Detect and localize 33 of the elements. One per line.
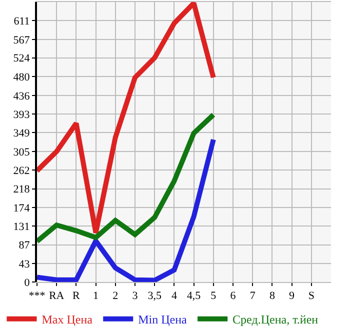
x-tick-label: 5	[210, 290, 217, 302]
x-tick-label: 6	[230, 290, 236, 302]
x-tick-label: RA	[48, 290, 64, 302]
y-tick-label: 393	[13, 108, 30, 121]
y-tick-label: 611	[14, 16, 30, 28]
x-tick-label: 3,5	[148, 290, 162, 302]
legend-label: Min Цена	[138, 312, 188, 327]
y-tick-label: 436	[13, 90, 30, 102]
x-tick-label: R	[72, 290, 81, 302]
y-tick-label: 218	[13, 184, 30, 196]
y-tick-label: 87	[18, 240, 30, 252]
x-tick-label: 8	[269, 290, 276, 302]
y-tick-label: 305	[13, 146, 30, 158]
x-tick-label: 2	[112, 290, 118, 302]
x-tick-label: S	[308, 290, 314, 302]
x-tick-label: 9	[289, 290, 296, 302]
legend-label: Max Цена	[42, 312, 94, 327]
y-tick-label: 262	[13, 164, 30, 177]
x-tick-label: 4,5	[186, 290, 202, 302]
x-tick-label: ***	[28, 290, 46, 302]
y-tick-label: 567	[13, 34, 30, 46]
legend-label: Сред.Цена, т.йен	[232, 312, 319, 327]
y-tick-label: 524	[13, 52, 30, 65]
x-tick-label: 4	[171, 290, 178, 302]
x-tick-label: 3	[132, 290, 138, 302]
y-tick-label: 480	[13, 72, 30, 84]
y-tick-label: 131	[13, 220, 30, 233]
x-tick-label: 7	[250, 290, 256, 302]
y-tick-label: 349	[13, 128, 30, 140]
y-tick-label: 174	[13, 202, 30, 214]
y-tick-label: 43	[18, 258, 30, 270]
y-tick-label: 0	[24, 276, 30, 289]
x-tick-label: 1	[93, 290, 99, 302]
